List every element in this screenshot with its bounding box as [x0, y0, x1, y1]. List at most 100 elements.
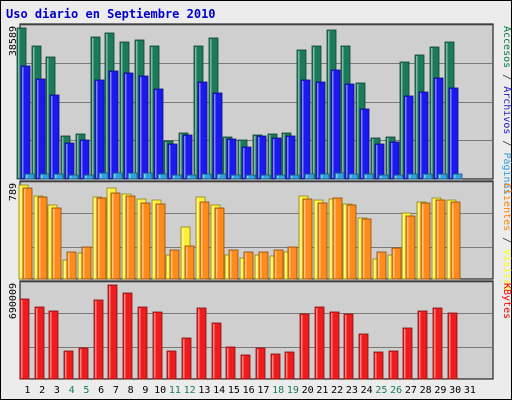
clientes-bar-highlight	[171, 251, 173, 278]
kbytes-bar	[270, 353, 281, 380]
clientes-bar	[125, 195, 136, 280]
x-tick-label: 31	[464, 385, 476, 396]
archivos-bar	[49, 94, 60, 180]
kbytes-bar	[402, 327, 413, 380]
x-tick-label: 13	[198, 385, 210, 396]
clientes-bar-body	[169, 249, 180, 280]
accesos-bar-highlight	[165, 142, 167, 178]
clientes-bar	[37, 196, 48, 280]
visitas-bar-highlight	[315, 201, 317, 278]
kbytes-bar	[93, 299, 104, 380]
paginas-bar-highlight	[247, 176, 249, 178]
axis-max-label: 690009	[8, 283, 19, 319]
clientes-bar-highlight	[39, 198, 41, 278]
visitas-bar-highlight	[285, 253, 287, 278]
legend-entry: Clientes	[501, 183, 512, 231]
accesos-bar-highlight	[18, 29, 20, 178]
accesos-bar-highlight	[224, 138, 226, 178]
paginas-bar-body	[39, 173, 50, 180]
kbytes-bar-highlight	[331, 313, 333, 378]
paginas-bar	[363, 173, 374, 180]
archivos-bar-highlight	[199, 83, 201, 178]
clientes-bar	[435, 199, 446, 280]
clientes-bar	[302, 198, 313, 280]
clientes-bar	[332, 197, 343, 280]
paginas-bar-highlight	[380, 176, 382, 178]
archivos-bar-highlight	[110, 72, 112, 178]
paginas-bar-body	[230, 174, 241, 180]
archivos-bar-highlight	[405, 97, 407, 178]
kbytes-bar-highlight	[316, 308, 318, 378]
kbytes-bar-highlight	[257, 349, 259, 378]
paginas-bar-highlight	[70, 176, 72, 178]
archivos-bar	[344, 83, 355, 180]
accesos-bar-highlight	[431, 48, 433, 178]
clientes-bar	[214, 207, 225, 280]
visitas-bar-highlight	[300, 197, 302, 278]
archivos-bar	[271, 137, 282, 180]
accesos-bar-highlight	[313, 47, 315, 178]
kbytes-bar-body	[402, 327, 413, 380]
paginas-bar-highlight	[277, 176, 279, 178]
chart-panel-1: 38589 Accesos / Archivos / Páginas	[8, 23, 512, 195]
clientes-bar-highlight	[363, 220, 365, 278]
visitas-bar-highlight	[330, 200, 332, 278]
kbytes-bar	[284, 351, 295, 380]
visitas-bar-highlight	[138, 200, 140, 278]
kbytes-bar-body	[122, 292, 133, 380]
clientes-bar-body	[302, 198, 313, 280]
archivos-bar-highlight	[273, 139, 275, 178]
paginas-bar	[422, 173, 433, 180]
paginas-bar-highlight	[321, 175, 323, 178]
kbytes-bar-highlight	[139, 308, 141, 378]
clientes-bar-body	[214, 207, 225, 280]
kbytes-bar-body	[299, 313, 310, 380]
archivos-bar	[167, 143, 178, 180]
kbytes-bar-highlight	[272, 355, 274, 378]
chart-title: Uso diario en Septiembre 2010	[6, 7, 216, 21]
kbytes-bar-highlight	[95, 301, 97, 378]
kbytes-bar-body	[63, 350, 74, 380]
paginas-bar	[304, 173, 315, 180]
archivos-bar-highlight	[169, 145, 171, 178]
kbytes-bar-highlight	[154, 313, 156, 378]
accesos-bar-highlight	[151, 47, 153, 178]
clientes-bar-highlight	[216, 209, 218, 278]
clientes-bar-body	[376, 251, 387, 280]
archivos-bar	[108, 70, 119, 180]
paginas-bar	[275, 174, 286, 180]
kbytes-bar	[48, 310, 59, 380]
paginas-bar-highlight	[365, 175, 367, 178]
accesos-bar-highlight	[33, 47, 35, 178]
paginas-bar-body	[127, 172, 138, 180]
visitas-bar-highlight	[108, 189, 110, 278]
clientes-bar-body	[258, 251, 269, 280]
archivos-bar-highlight	[37, 80, 39, 178]
clientes-bar	[66, 251, 77, 280]
kbytes-bar-body	[284, 351, 295, 380]
paginas-bar-highlight	[26, 175, 28, 178]
clientes-bar-body	[228, 249, 239, 280]
x-tick-label: 1	[24, 385, 30, 396]
paginas-bar-highlight	[218, 175, 220, 178]
clientes-bar-highlight	[407, 217, 409, 278]
clientes-bar-body	[199, 201, 210, 280]
kbytes-bar-highlight	[375, 353, 377, 378]
accesos-bar-highlight	[269, 135, 271, 178]
accesos-bar-highlight	[180, 134, 182, 178]
visitas-bar-highlight	[389, 256, 391, 278]
paginas-bar-body	[275, 174, 286, 180]
x-tick-label: 8	[128, 385, 134, 396]
paginas-bar	[83, 174, 94, 180]
clientes-bar-highlight	[422, 204, 424, 278]
clientes-bar-highlight	[437, 201, 439, 278]
visitas-bar-highlight	[64, 261, 66, 278]
accesos-bar-highlight	[357, 84, 359, 178]
visitas-bar-highlight	[403, 214, 405, 278]
kbytes-bar-highlight	[21, 300, 23, 378]
paginas-bar	[230, 174, 241, 180]
clientes-bar-body	[361, 218, 372, 280]
paginas-bar-body	[98, 172, 109, 180]
clientes-bar-highlight	[378, 253, 380, 278]
clientes-bar-highlight	[275, 251, 277, 278]
